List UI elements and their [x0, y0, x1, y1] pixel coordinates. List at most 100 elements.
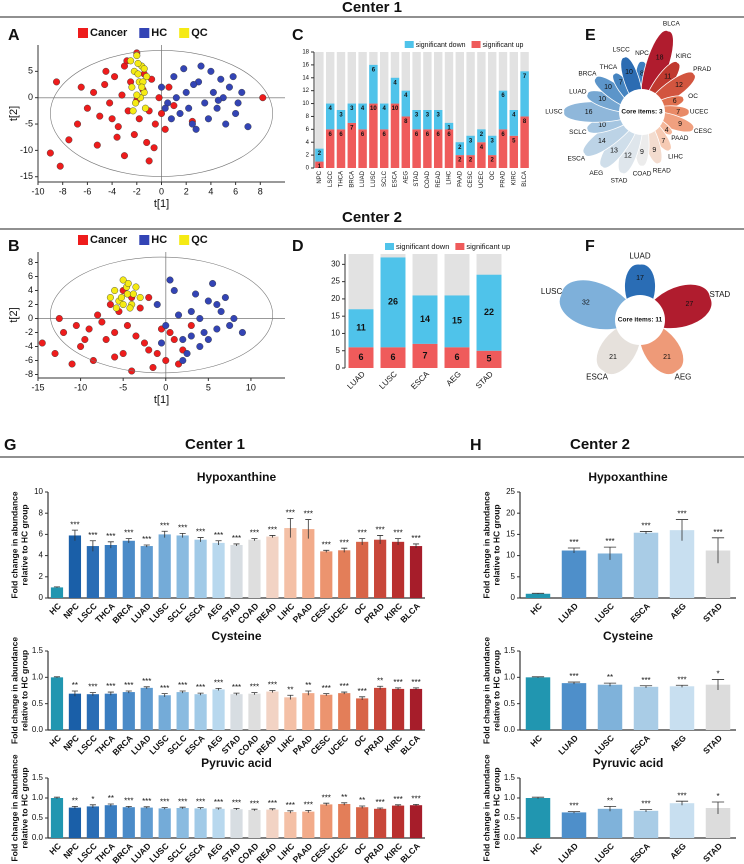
- significance: ***: [322, 684, 331, 693]
- significance: ***: [142, 797, 151, 806]
- point: [170, 287, 178, 295]
- significance: ***: [641, 800, 650, 809]
- value-label: 2: [480, 132, 484, 138]
- value-label: 6: [390, 352, 395, 362]
- value-label: 7: [676, 109, 680, 116]
- x-axis-title: t[1]: [154, 394, 169, 406]
- point: [259, 94, 267, 102]
- y-tick-label: 0: [28, 92, 33, 102]
- bar: [212, 689, 225, 730]
- significance: ***: [268, 681, 277, 690]
- point: [123, 322, 131, 330]
- bar: [140, 807, 153, 838]
- error-bar: [412, 543, 420, 549]
- significance: ***: [340, 538, 349, 547]
- bar-segment: [520, 116, 529, 168]
- point: [176, 109, 184, 117]
- point: [111, 73, 119, 81]
- point: [94, 311, 102, 319]
- error-bar: [377, 535, 384, 544]
- value-label: 6: [358, 352, 363, 362]
- legend-swatch: [139, 235, 150, 245]
- error-bar: [107, 803, 114, 807]
- category-label: NPC: [635, 50, 649, 57]
- x-tick-label: READ: [436, 170, 442, 187]
- error-bar: [639, 531, 653, 534]
- point: [238, 329, 246, 337]
- point: [106, 99, 114, 107]
- x-tick-label: BRCA: [110, 733, 134, 757]
- significance: **: [72, 797, 78, 806]
- significance: **: [341, 793, 347, 802]
- bar: [158, 808, 171, 838]
- y-tick-label: 6: [306, 127, 310, 133]
- point: [141, 104, 149, 112]
- point: [117, 294, 125, 302]
- error-bar: [269, 535, 276, 538]
- point: [196, 315, 204, 323]
- value-label: 7: [350, 125, 354, 131]
- bar-segment: [509, 110, 519, 136]
- chart-title: Hypoxanthine: [588, 470, 668, 484]
- y-tick-label: 4: [28, 285, 33, 295]
- error-bar: [125, 690, 132, 694]
- point: [161, 125, 169, 133]
- value-label: 7: [619, 80, 623, 87]
- error-bar: [233, 692, 240, 696]
- significance: ***: [268, 526, 277, 535]
- significance: ***: [677, 510, 686, 519]
- value-label: 2: [491, 158, 495, 164]
- legend-swatch: [404, 41, 414, 48]
- bar-segment: [380, 347, 406, 368]
- x-tick-label: PRAD: [362, 733, 386, 757]
- point: [201, 99, 209, 107]
- legend-swatch: [139, 28, 150, 38]
- value-label: 32: [582, 299, 590, 306]
- significance: ***: [124, 797, 133, 806]
- legend-swatch: [385, 243, 394, 250]
- point: [129, 290, 137, 298]
- bar-segment: [466, 155, 475, 168]
- x-tick-label: PRAD: [501, 170, 507, 187]
- category-label: OC: [688, 93, 698, 100]
- point: [188, 120, 196, 128]
- significance: ***: [232, 799, 241, 808]
- significance: ***: [411, 534, 420, 543]
- category-label: ESCA: [586, 373, 608, 382]
- error-bar: [71, 806, 78, 809]
- bar-segment: [477, 129, 486, 143]
- bar-segment: [348, 347, 374, 368]
- significance: **: [377, 676, 383, 685]
- point: [38, 339, 46, 347]
- x-tick-label: HC: [528, 841, 544, 857]
- x-tick-label: STAD: [701, 733, 724, 756]
- point: [161, 104, 169, 112]
- error-bar: [251, 808, 258, 811]
- bar-segment: [423, 129, 432, 168]
- x-tick-label: UCEC: [326, 601, 350, 625]
- heading: Center 2: [570, 436, 630, 453]
- value-label: 3: [491, 138, 495, 144]
- significance: ***: [641, 676, 650, 685]
- bar: [86, 694, 99, 730]
- value-label: 18: [656, 55, 664, 62]
- point: [55, 315, 63, 323]
- point: [56, 162, 64, 170]
- legend-label: Cancer: [90, 27, 128, 39]
- point: [120, 152, 128, 160]
- bar: [374, 808, 387, 838]
- y-tick-label: 0.5: [504, 699, 516, 708]
- value-label: 10: [598, 122, 606, 129]
- value-label: 10: [598, 96, 606, 103]
- point: [74, 120, 82, 128]
- x-tick-label: LUSC: [377, 369, 399, 391]
- y-tick-label: 0.5: [32, 813, 44, 822]
- error-bar: [125, 806, 132, 808]
- error-bar: [215, 540, 222, 545]
- bar-background: [444, 52, 454, 168]
- point: [170, 336, 178, 344]
- error-bar: [341, 547, 348, 553]
- x-tick-label: LUSC: [147, 733, 170, 756]
- significance: **: [108, 794, 114, 803]
- x-tick-label: BLCA: [522, 171, 528, 187]
